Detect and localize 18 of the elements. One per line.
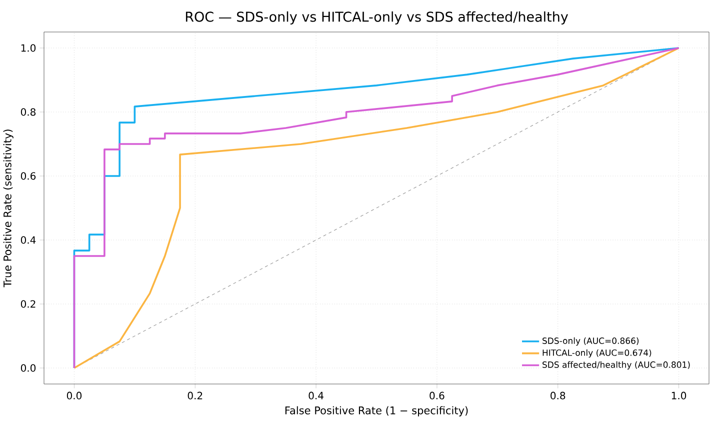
x-tick-label: 0.4	[308, 392, 324, 400]
y-tick-label: 0.8	[20, 108, 36, 116]
chart-title: ROC — SDS-only vs HITCAL-only vs SDS affected/healthy	[186, 11, 568, 24]
x-tick-label: 0.2	[188, 392, 202, 400]
x-tick-label: 0.0	[66, 392, 82, 400]
x-tick-label: 0.6	[430, 392, 444, 400]
y-tick-label: 1.0	[21, 44, 36, 52]
y-tick-label: 0.4	[20, 236, 36, 244]
legend-label: SDS-only (AUC=0.866)	[542, 337, 639, 346]
y-tick-label: 0.2	[20, 300, 36, 308]
legend-label: SDS affected/healthy (AUC=0.801)	[542, 361, 690, 370]
x-tick-label: 0.8	[550, 392, 566, 400]
y-axis-title: True Positive Rate (sensitivity)	[3, 130, 14, 288]
x-tick-label: 1.0	[672, 392, 686, 400]
y-tick-label: 0.0	[20, 364, 36, 372]
y-tick-label: 0.6	[20, 172, 36, 180]
legend-label: HITCAL-only (AUC=0.674)	[542, 349, 652, 358]
x-axis-title: False Positive Rate (1 − specificity)	[285, 406, 468, 416]
